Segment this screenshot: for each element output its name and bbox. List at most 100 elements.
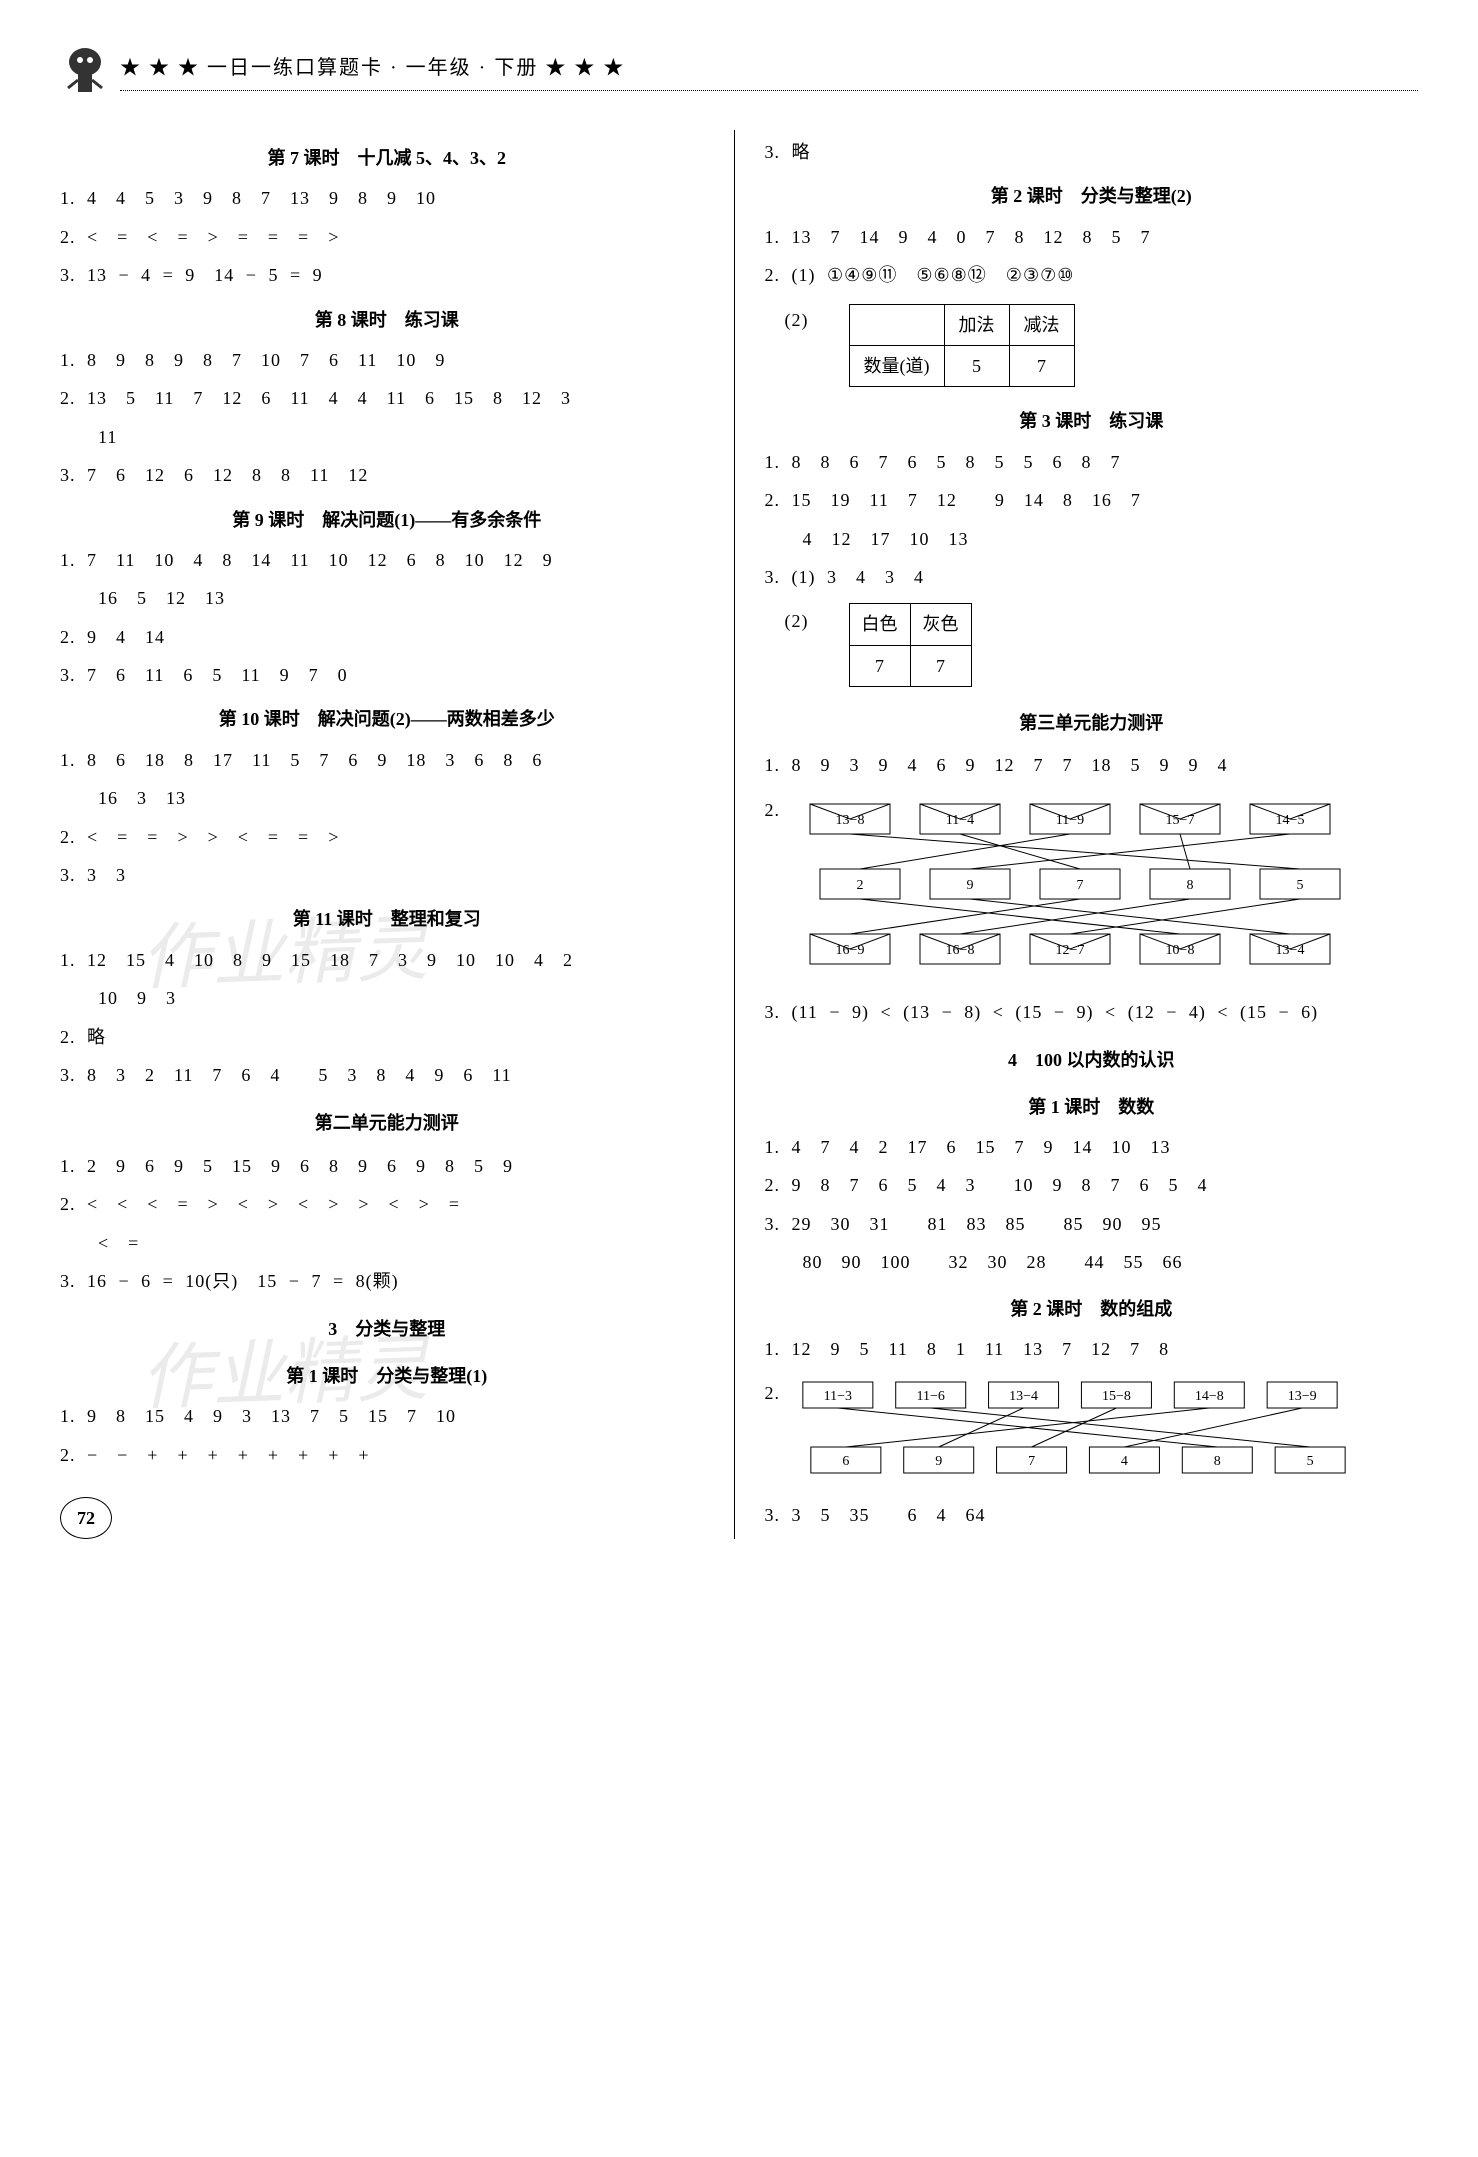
answer-line: 1. 13 7 14 9 4 0 7 8 12 8 5 7 bbox=[765, 221, 1419, 253]
color-table: 白色 灰色 7 7 bbox=[849, 603, 972, 687]
answer-line: 1. 8 8 6 7 6 5 8 5 5 6 8 7 bbox=[765, 446, 1419, 478]
svg-text:2: 2 bbox=[857, 878, 864, 893]
lesson-title: 第 2 课时 分类与整理(2) bbox=[765, 180, 1419, 212]
svg-text:5: 5 bbox=[1297, 878, 1304, 893]
svg-text:14−5: 14−5 bbox=[1276, 813, 1305, 828]
svg-text:9: 9 bbox=[935, 1454, 942, 1469]
answer-line: 3. (1) 3 4 3 4 bbox=[765, 561, 1419, 593]
answer-line: 1. 12 9 5 11 8 1 11 13 7 12 7 8 bbox=[765, 1333, 1419, 1365]
lesson-title: 第 7 课时 十几减 5、4、3、2 bbox=[60, 142, 714, 174]
table-cell: 白色 bbox=[849, 604, 910, 645]
answer-line: 1. 7 11 10 4 8 14 11 10 12 6 8 10 12 9 bbox=[60, 544, 714, 576]
svg-text:13−8: 13−8 bbox=[836, 813, 865, 828]
item-label: 2. bbox=[765, 794, 781, 826]
header-title: ★ ★ ★ 一日一练口算题卡 · 一年级 · 下册 ★ ★ ★ bbox=[120, 50, 1418, 91]
right-column: 3. 略 第 2 课时 分类与整理(2) 1. 13 7 14 9 4 0 7 … bbox=[755, 130, 1419, 1539]
svg-text:11−9: 11−9 bbox=[1056, 813, 1084, 828]
answer-line: 3. (11 − 9) < (13 − 8) < (15 − 9) < (12 … bbox=[765, 996, 1419, 1028]
answer-line: 1. 8 9 3 9 4 6 9 12 7 7 18 5 9 9 4 bbox=[765, 749, 1419, 781]
svg-text:11−6: 11−6 bbox=[917, 1389, 945, 1404]
svg-text:13−9: 13−9 bbox=[1288, 1389, 1317, 1404]
svg-text:9: 9 bbox=[967, 878, 974, 893]
svg-text:4: 4 bbox=[1121, 1454, 1128, 1469]
table-cell: 7 bbox=[1009, 345, 1074, 386]
answer-line: 2. − − + + + + + + + + bbox=[60, 1439, 714, 1471]
unit-title: 第二单元能力测评 bbox=[60, 1107, 714, 1139]
answer-line: 80 90 100 32 30 28 44 55 66 bbox=[765, 1246, 1419, 1278]
answer-line: 2. 13 5 11 7 12 6 11 4 4 11 6 15 8 12 3 bbox=[60, 382, 714, 414]
answer-line: 3. 7 6 11 6 5 11 9 7 0 bbox=[60, 659, 714, 691]
table-cell: 灰色 bbox=[910, 604, 971, 645]
table-cell: 加法 bbox=[944, 304, 1009, 345]
svg-text:12−7: 12−7 bbox=[1056, 943, 1085, 958]
answer-line: 3. 16 − 6 = 10(只) 15 − 7 = 8(颗) bbox=[60, 1265, 714, 1297]
svg-text:5: 5 bbox=[1307, 1454, 1314, 1469]
answer-line: 3. 13 − 4 = 9 14 − 5 = 9 bbox=[60, 259, 714, 291]
chapter-title: 3 分类与整理 bbox=[60, 1313, 714, 1345]
answer-line: 2. 略 bbox=[60, 1021, 714, 1053]
left-column: 作业精灵 作业精灵 第 7 课时 十几减 5、4、3、2 1. 4 4 5 3 … bbox=[60, 130, 735, 1539]
svg-text:8: 8 bbox=[1214, 1454, 1221, 1469]
svg-text:7: 7 bbox=[1028, 1454, 1035, 1469]
matching-diagram: 13−8216−911−4916−811−9712−715−7810−814−5… bbox=[780, 794, 1360, 984]
answer-line: 1. 4 4 5 3 9 8 7 13 9 8 9 10 bbox=[60, 182, 714, 214]
answer-line: 1. 8 6 18 8 17 11 5 7 6 9 18 3 6 8 6 bbox=[60, 744, 714, 776]
svg-text:11−3: 11−3 bbox=[824, 1389, 852, 1404]
answer-line: < = bbox=[60, 1227, 714, 1259]
answer-line: 1. 12 15 4 10 8 9 15 18 7 3 9 10 10 4 2 bbox=[60, 944, 714, 976]
svg-text:7: 7 bbox=[1077, 878, 1084, 893]
svg-text:13−4: 13−4 bbox=[1009, 1389, 1038, 1404]
answer-line: 2. (1) ①④⑨⑪ ⑤⑥⑧⑫ ②③⑦⑩ bbox=[765, 259, 1419, 291]
svg-text:10−8: 10−8 bbox=[1166, 943, 1195, 958]
table-cell: 7 bbox=[910, 645, 971, 686]
lesson-title: 第 3 课时 练习课 bbox=[765, 405, 1419, 437]
table-cell: 数量(道) bbox=[849, 345, 944, 386]
svg-text:11−4: 11−4 bbox=[946, 813, 974, 828]
answer-line: 3. 略 bbox=[765, 136, 1419, 168]
svg-text:15−8: 15−8 bbox=[1102, 1389, 1131, 1404]
sub-label: (2) bbox=[765, 605, 809, 637]
lesson-title: 第 9 课时 解决问题(1)——有多余条件 bbox=[60, 504, 714, 536]
sub-label: (2) bbox=[765, 304, 809, 336]
table-cell bbox=[849, 304, 944, 345]
answer-line: 10 9 3 bbox=[60, 982, 714, 1014]
answer-line: 1. 9 8 15 4 9 3 13 7 5 15 7 10 bbox=[60, 1400, 714, 1432]
unit-title: 第三单元能力测评 bbox=[765, 707, 1419, 739]
answer-line: 2. < < < = > < > < > > < > = bbox=[60, 1188, 714, 1220]
answer-line: 1. 8 9 8 9 8 7 10 7 6 11 10 9 bbox=[60, 344, 714, 376]
answer-line: 2. < = = > > < = = > bbox=[60, 821, 714, 853]
page-number: 72 bbox=[60, 1497, 112, 1539]
answer-line: 3. 3 3 bbox=[60, 859, 714, 891]
answer-line: 1. 4 7 4 2 17 6 15 7 9 14 10 13 bbox=[765, 1131, 1419, 1163]
svg-text:8: 8 bbox=[1187, 878, 1194, 893]
content-columns: 作业精灵 作业精灵 第 7 课时 十几减 5、4、3、2 1. 4 4 5 3 … bbox=[60, 130, 1418, 1539]
chapter-title: 4 100 以内数的认识 bbox=[765, 1044, 1419, 1076]
mascot-icon bbox=[60, 40, 110, 100]
answer-line: 16 5 12 13 bbox=[60, 582, 714, 614]
answer-line: 3. 7 6 12 6 12 8 8 11 12 bbox=[60, 459, 714, 491]
svg-text:16−8: 16−8 bbox=[946, 943, 975, 958]
answer-line: 1. 2 9 6 9 5 15 9 6 8 9 6 9 8 5 9 bbox=[60, 1150, 714, 1182]
table-cell: 5 bbox=[944, 345, 1009, 386]
lesson-title: 第 11 课时 整理和复习 bbox=[60, 903, 714, 935]
table-cell: 7 bbox=[849, 645, 910, 686]
answer-line: 4 12 17 10 13 bbox=[765, 523, 1419, 555]
lesson-title: 第 8 课时 练习课 bbox=[60, 304, 714, 336]
svg-text:14−8: 14−8 bbox=[1195, 1389, 1224, 1404]
svg-text:13−4: 13−4 bbox=[1276, 943, 1305, 958]
page-header: ★ ★ ★ 一日一练口算题卡 · 一年级 · 下册 ★ ★ ★ bbox=[60, 40, 1418, 100]
svg-text:16−9: 16−9 bbox=[836, 943, 865, 958]
answer-line: 3. 3 5 35 6 4 64 bbox=[765, 1499, 1419, 1531]
table-cell: 减法 bbox=[1009, 304, 1074, 345]
lesson-title: 第 10 课时 解决问题(2)——两数相差多少 bbox=[60, 703, 714, 735]
answer-line: 2. 9 8 7 6 5 4 3 10 9 8 7 6 5 4 bbox=[765, 1169, 1419, 1201]
lesson-title: 第 2 课时 数的组成 bbox=[765, 1293, 1419, 1325]
answer-line: 16 3 13 bbox=[60, 782, 714, 814]
answer-line: 3. 29 30 31 81 83 85 85 90 95 bbox=[765, 1208, 1419, 1240]
answer-line: 11 bbox=[60, 421, 714, 453]
classification-table: 加法 减法 数量(道) 5 7 bbox=[849, 304, 1075, 388]
answer-line: 2. 15 19 11 7 12 9 14 8 16 7 bbox=[765, 484, 1419, 516]
answer-line: 3. 8 3 2 11 7 6 4 5 3 8 4 9 6 11 bbox=[60, 1059, 714, 1091]
answer-line: 2. 9 4 14 bbox=[60, 621, 714, 653]
matching-diagram: 11−3611−6913−4715−8414−8813−95 bbox=[780, 1377, 1360, 1487]
